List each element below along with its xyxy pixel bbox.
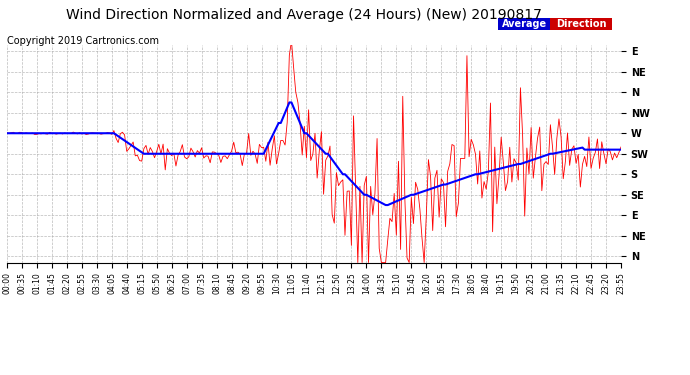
Text: Copyright 2019 Cartronics.com: Copyright 2019 Cartronics.com (7, 36, 159, 46)
Text: Average: Average (502, 19, 547, 29)
FancyBboxPatch shape (551, 18, 612, 30)
FancyBboxPatch shape (498, 18, 551, 30)
Text: Wind Direction Normalized and Average (24 Hours) (New) 20190817: Wind Direction Normalized and Average (2… (66, 8, 542, 21)
Text: Direction: Direction (556, 19, 607, 29)
